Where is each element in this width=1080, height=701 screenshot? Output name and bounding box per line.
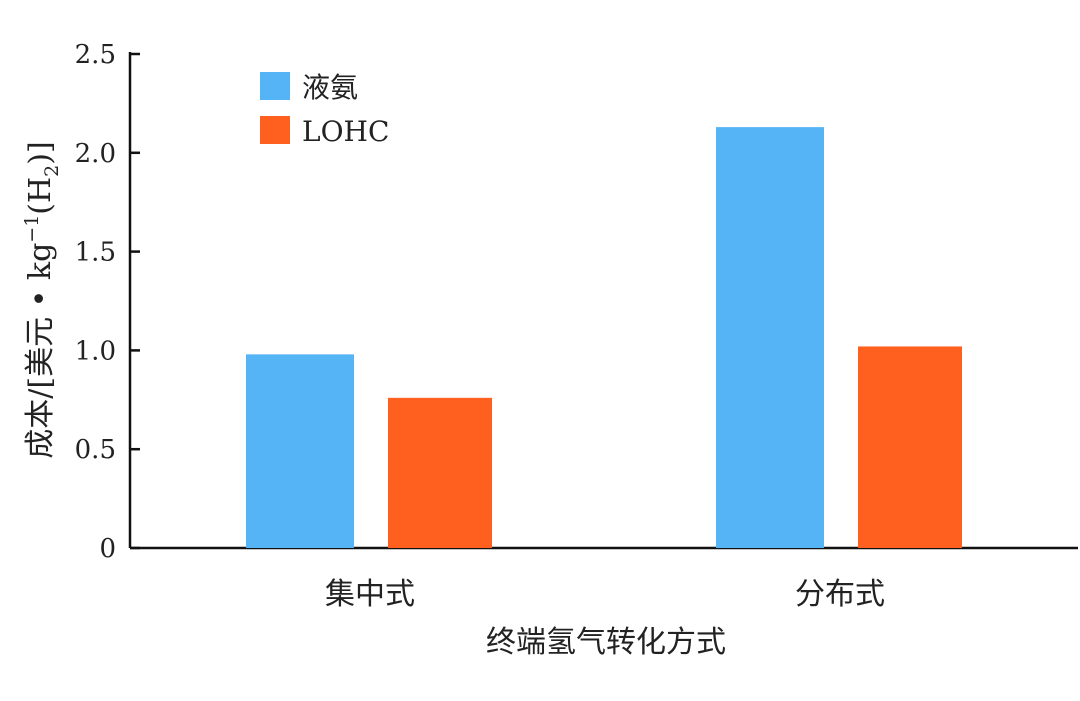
bar-ammonia-centralized	[246, 354, 354, 548]
legend-label-ammonia: 液氨	[302, 71, 358, 104]
x-tick-label-0: 集中式	[325, 577, 415, 612]
y-tick-label-0: 0	[99, 534, 116, 564]
bar-lohc-centralized	[388, 397, 492, 548]
legend-label-lohc: LOHC	[302, 115, 389, 148]
y-tick-label-5: 2.5	[75, 40, 116, 70]
bar-lohc-distributed	[858, 346, 962, 548]
y-axis-title-paren-close: )]	[23, 141, 58, 164]
y-tick-label-1: 0.5	[75, 435, 116, 465]
y-axis-title-paren-open: (H	[23, 177, 58, 215]
y-axis-title: 成本/[美元 • kg−1(H2)]	[21, 141, 63, 458]
x-tick-label-1: 分布式	[795, 577, 885, 612]
legend-swatch-ammonia	[260, 72, 290, 100]
y-axis-title-main: 成本/[美元 • kg	[23, 243, 58, 459]
bar-ammonia-distributed	[716, 127, 824, 548]
y-tick-label-2: 1.0	[75, 336, 116, 366]
y-axis-title-subscript: 2	[41, 165, 63, 177]
y-axis-title-exponent: −1	[21, 215, 43, 243]
y-tick-label-4: 2.0	[75, 139, 116, 169]
x-axis-title: 终端氢气转化方式	[486, 625, 726, 660]
y-tick-label-3: 1.5	[75, 238, 116, 268]
legend-swatch-lohc	[260, 116, 290, 144]
y-axis-title-text: 成本/[美元 • kg−1(H2)]	[21, 141, 63, 458]
